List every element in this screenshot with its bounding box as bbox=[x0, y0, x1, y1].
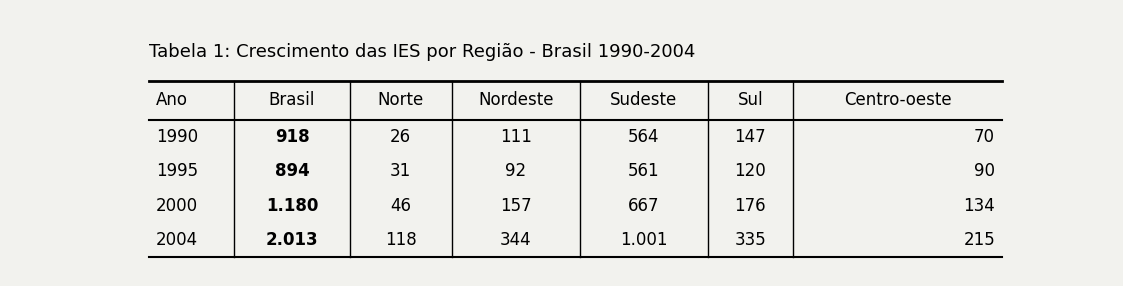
Text: 1990: 1990 bbox=[156, 128, 198, 146]
Text: 561: 561 bbox=[628, 162, 659, 180]
Text: 2004: 2004 bbox=[156, 231, 198, 249]
Text: Brasil: Brasil bbox=[268, 92, 316, 109]
Text: 111: 111 bbox=[500, 128, 532, 146]
Text: 26: 26 bbox=[390, 128, 411, 146]
Text: 134: 134 bbox=[964, 196, 995, 214]
Text: Sul: Sul bbox=[738, 92, 764, 109]
Text: Sudeste: Sudeste bbox=[610, 92, 677, 109]
Text: 46: 46 bbox=[390, 196, 411, 214]
Text: 215: 215 bbox=[964, 231, 995, 249]
Text: 918: 918 bbox=[275, 128, 309, 146]
Text: 90: 90 bbox=[974, 162, 995, 180]
Text: 147: 147 bbox=[734, 128, 766, 146]
Text: 157: 157 bbox=[500, 196, 531, 214]
Text: Norte: Norte bbox=[377, 92, 423, 109]
Text: 176: 176 bbox=[734, 196, 766, 214]
Text: 120: 120 bbox=[734, 162, 766, 180]
Text: 92: 92 bbox=[505, 162, 527, 180]
Text: 2000: 2000 bbox=[156, 196, 198, 214]
Text: 335: 335 bbox=[734, 231, 766, 249]
Text: 564: 564 bbox=[628, 128, 659, 146]
Text: Tabela 1: Crescimento das IES por Região - Brasil 1990-2004: Tabela 1: Crescimento das IES por Região… bbox=[149, 43, 695, 61]
Text: 344: 344 bbox=[500, 231, 531, 249]
Text: 70: 70 bbox=[974, 128, 995, 146]
Text: 2.013: 2.013 bbox=[266, 231, 318, 249]
Text: 1.001: 1.001 bbox=[620, 231, 667, 249]
Text: Centro-oeste: Centro-oeste bbox=[843, 92, 951, 109]
Text: 118: 118 bbox=[385, 231, 417, 249]
Text: 1.180: 1.180 bbox=[266, 196, 318, 214]
Text: Ano: Ano bbox=[156, 92, 188, 109]
Text: 667: 667 bbox=[628, 196, 659, 214]
Text: 31: 31 bbox=[390, 162, 411, 180]
Text: 1995: 1995 bbox=[156, 162, 198, 180]
Text: Nordeste: Nordeste bbox=[478, 92, 554, 109]
Text: 894: 894 bbox=[274, 162, 309, 180]
